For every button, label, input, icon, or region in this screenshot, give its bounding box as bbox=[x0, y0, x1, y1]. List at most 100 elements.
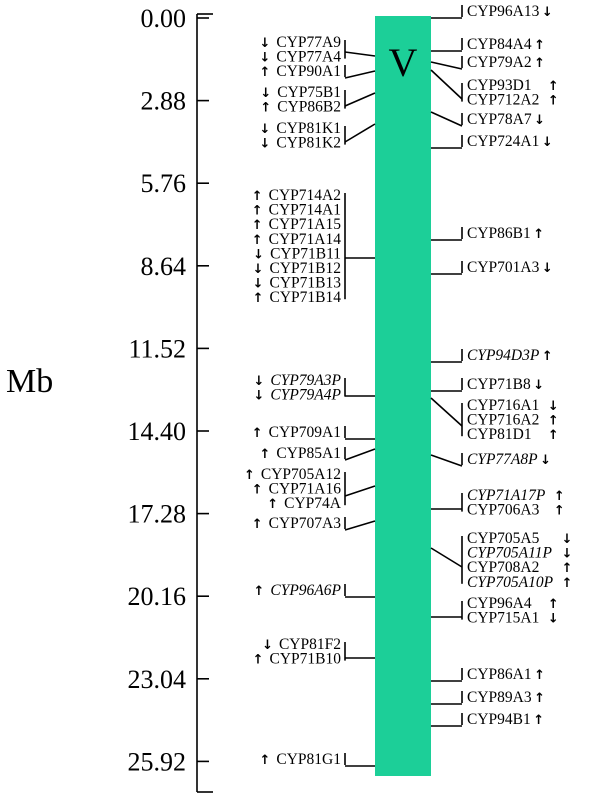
arrow-down-icon: ↓ bbox=[542, 5, 553, 20]
chromosome-label: V bbox=[389, 40, 418, 85]
gene-label: CYP716A1 bbox=[467, 397, 539, 414]
arrow-up-icon: ↑ bbox=[554, 489, 565, 504]
axis-title: Mb bbox=[6, 363, 53, 400]
gene-group: CYP77A8P ↓ bbox=[430, 451, 551, 468]
gene-group: CYP79A3P ↓ CYP79A4P ↓ bbox=[253, 372, 375, 404]
locus-connector bbox=[344, 70, 376, 79]
gene-group: CYP714A2 ↑ CYP714A1 ↑ CYP71A15 ↑ CYP71A14 ↑ CYP7… bbox=[252, 187, 375, 306]
axis-tick-label: 20.16 bbox=[128, 582, 187, 611]
gene-label: CYP712A2 bbox=[467, 92, 539, 109]
axis-tick-label: 23.04 bbox=[128, 665, 187, 694]
gene-label: CYP705A12 bbox=[261, 466, 341, 483]
gene-group: CYP71B8 ↓ bbox=[431, 376, 544, 393]
arrow-down-icon: ↓ bbox=[534, 113, 545, 128]
gene-label: CYP84A4 bbox=[467, 36, 532, 53]
gene-label: CYP705A5 bbox=[467, 530, 540, 547]
gene-label: CYP86A1 bbox=[467, 666, 532, 683]
arrow-up-icon: ↑ bbox=[252, 483, 263, 498]
gene-label: CYP85A1 bbox=[276, 445, 341, 462]
arrow-up-icon: ↑ bbox=[259, 65, 270, 80]
arrow-up-icon: ↑ bbox=[252, 189, 263, 204]
arrow-up-icon: ↑ bbox=[534, 668, 545, 683]
arrow-up-icon: ↑ bbox=[562, 561, 573, 576]
gene-label: CYP71B12 bbox=[270, 260, 342, 277]
gene-label: CYP71B11 bbox=[270, 245, 341, 262]
gene-label: CYP71A17P bbox=[467, 487, 546, 504]
gene-label: CYP71B13 bbox=[270, 275, 342, 292]
locus-connector bbox=[344, 123, 376, 143]
locus-connector bbox=[344, 485, 376, 497]
locus-connector bbox=[430, 111, 463, 127]
arrow-down-icon: ↓ bbox=[259, 122, 270, 137]
axis-ticks: 0.00 2.88 5.76 8.64 11.52 14.40 17.28 20.16 23.0… bbox=[128, 4, 209, 776]
arrow-up-icon: ↑ bbox=[548, 597, 559, 612]
gene-label: CYP705A10P bbox=[467, 574, 554, 591]
gene-label: CYP78A7 bbox=[467, 111, 532, 128]
gene-label: CYP716A2 bbox=[467, 412, 539, 429]
gene-label: CYP706A3 bbox=[467, 502, 540, 519]
arrow-up-icon: ↑ bbox=[259, 753, 270, 768]
gene-label: CYP79A2 bbox=[467, 54, 532, 71]
gene-group: CYP79A2 ↑ bbox=[430, 54, 545, 71]
gene-label: CYP81G1 bbox=[276, 751, 341, 768]
axis-tick-label: 25.92 bbox=[128, 747, 187, 776]
gene-label: CYP74A bbox=[284, 495, 342, 512]
axis-tick-label: 14.40 bbox=[128, 417, 187, 446]
arrow-up-icon: ↑ bbox=[253, 653, 264, 668]
gene-label: CYP96A4 bbox=[467, 595, 532, 612]
arrow-up-icon: ↑ bbox=[252, 517, 263, 532]
gene-group: CYP86B1 ↑ bbox=[431, 225, 544, 242]
arrow-up-icon: ↑ bbox=[548, 94, 559, 109]
axis-tick-label: 0.00 bbox=[141, 4, 187, 33]
scale-axis: 0.00 2.88 5.76 8.64 11.52 14.40 17.28 20.16 23.0… bbox=[6, 4, 213, 793]
arrow-down-icon: ↓ bbox=[259, 51, 270, 66]
gene-label: CYP71A15 bbox=[269, 216, 342, 233]
arrow-down-icon: ↓ bbox=[562, 547, 573, 562]
arrow-up-icon: ↑ bbox=[534, 691, 545, 706]
arrow-down-icon: ↓ bbox=[548, 399, 559, 414]
gene-group: CYP81F2 ↓CYP71B10 ↑ bbox=[253, 636, 375, 668]
arrow-up-icon: ↑ bbox=[533, 713, 544, 728]
gene-group: CYP709A1 ↑ bbox=[252, 424, 375, 441]
arrow-up-icon: ↑ bbox=[260, 101, 271, 116]
right-gene-groups: CYP96A13 ↓ CYP84A4 ↑ CYP79A2 ↑ CYP93D1CYP71… bbox=[430, 3, 573, 728]
gene-label: CYP705A11P bbox=[467, 545, 552, 562]
arrow-down-icon: ↓ bbox=[253, 262, 264, 277]
arrow-down-icon: ↓ bbox=[259, 137, 270, 152]
gene-label: CYP90A1 bbox=[276, 63, 341, 80]
arrow-up-icon: ↑ bbox=[542, 349, 553, 364]
gene-label: CYP94B1 bbox=[467, 711, 531, 728]
arrow-down-icon: ↓ bbox=[533, 378, 544, 393]
arrow-down-icon: ↓ bbox=[253, 277, 264, 292]
gene-group: CYP81G1 ↑ bbox=[259, 751, 375, 768]
gene-group: CYP86A1 ↑ bbox=[431, 666, 545, 683]
locus-connector bbox=[430, 69, 463, 100]
axis-tick-label: 17.28 bbox=[128, 500, 187, 529]
gene-label: CYP724A1 bbox=[467, 133, 539, 150]
arrow-up-icon: ↑ bbox=[548, 79, 559, 94]
locus-connector bbox=[430, 397, 463, 427]
arrow-down-icon: ↓ bbox=[260, 86, 271, 101]
axis-tick-label: 11.52 bbox=[128, 334, 186, 363]
gene-group: CYP85A1 ↑ bbox=[259, 445, 376, 462]
gene-label: CYP71B14 bbox=[270, 289, 342, 306]
arrow-up-icon: ↑ bbox=[253, 584, 264, 599]
gene-group: CYP75B1 ↓ CYP86B2 ↑ bbox=[260, 84, 376, 116]
chromosome-bar bbox=[375, 16, 431, 776]
arrow-up-icon: ↑ bbox=[253, 291, 264, 306]
arrow-down-icon: ↓ bbox=[259, 36, 270, 51]
gene-label: CYP77A8P bbox=[467, 451, 538, 468]
arrow-up-icon: ↑ bbox=[252, 204, 263, 219]
gene-label: CYP77A4 bbox=[276, 49, 341, 66]
locus-connector bbox=[430, 61, 463, 70]
arrow-up-icon: ↑ bbox=[548, 428, 559, 443]
gene-group: CYP78A7 ↓ bbox=[430, 111, 545, 128]
arrow-down-icon: ↓ bbox=[542, 261, 553, 276]
gene-group: CYP94D3P ↑ bbox=[431, 347, 553, 364]
arrow-down-icon: ↓ bbox=[542, 135, 553, 150]
